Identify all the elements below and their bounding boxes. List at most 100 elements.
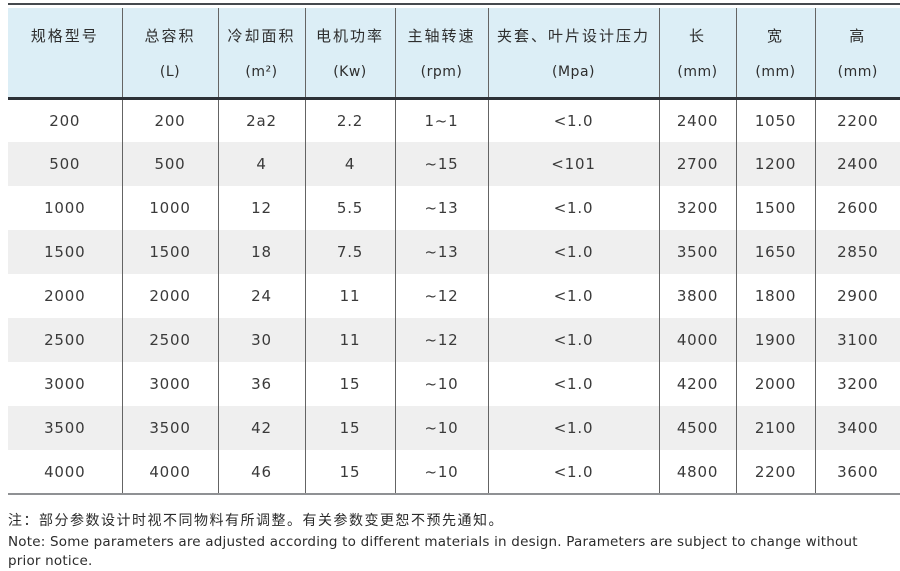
spec-table-container: 规格型号总容积 (L)冷却面积 (m²)电机功率 (Kw)主轴转速(rpm)夹套、叶片… (8, 3, 900, 495)
table-cell: 30 (218, 318, 305, 362)
column-header: 冷却面积 (m²) (218, 8, 305, 98)
column-header-label: 夹套、叶片设计压力 (489, 26, 659, 46)
table-cell: 500 (122, 142, 218, 186)
note-english: Note: Some parameters are adjusted accor… (8, 533, 888, 571)
table-cell: 2400 (815, 142, 900, 186)
table-cell: 4 (218, 142, 305, 186)
column-header-label: 冷却面积 (219, 26, 305, 46)
table-cell: 200 (122, 98, 218, 142)
table-cell: 1200 (736, 142, 815, 186)
table-cell: <1.0 (488, 406, 659, 450)
table-cell: ~10 (395, 450, 488, 494)
table-cell: 3000 (122, 362, 218, 406)
table-cell: 2200 (815, 98, 900, 142)
table-cell: 1900 (736, 318, 815, 362)
table-cell: 4 (305, 142, 395, 186)
table-header: 规格型号总容积 (L)冷却面积 (m²)电机功率 (Kw)主轴转速(rpm)夹套、叶片… (8, 8, 900, 98)
table-cell: 1500 (8, 230, 122, 274)
column-header-label: 宽 (737, 26, 815, 46)
table-cell: 11 (305, 274, 395, 318)
table-cell: <1.0 (488, 362, 659, 406)
column-header: 长 (mm) (659, 8, 736, 98)
table-cell: 2700 (659, 142, 736, 186)
column-header-unit: (mm) (660, 62, 736, 82)
column-header-label: 长 (660, 26, 736, 46)
table-cell: <101 (488, 142, 659, 186)
table-cell: 2200 (736, 450, 815, 494)
table-cell: 4000 (122, 450, 218, 494)
column-header: 总容积 (L) (122, 8, 218, 98)
table-cell: 1500 (736, 186, 815, 230)
table-cell: ~10 (395, 406, 488, 450)
table-cell: 2100 (736, 406, 815, 450)
column-header-unit: (mm) (816, 62, 900, 82)
column-header-unit: (Mpa) (489, 62, 659, 82)
table-cell: 3800 (659, 274, 736, 318)
note-chinese: 注：部分参数设计时视不同物料有所调整。有关参数变更恕不预先通知。 (8, 511, 888, 531)
column-header-label: 电机功率 (306, 26, 395, 46)
table-cell: ~15 (395, 142, 488, 186)
table-cell: 2900 (815, 274, 900, 318)
column-header-unit: (m²) (219, 62, 305, 82)
table-cell: 1050 (736, 98, 815, 142)
column-header: 高(mm) (815, 8, 900, 98)
column-header-unit: (L) (123, 62, 218, 82)
table-cell: 3200 (815, 362, 900, 406)
table-cell: 2600 (815, 186, 900, 230)
table-cell: 15 (305, 362, 395, 406)
column-header-label: 规格型号 (8, 26, 122, 46)
table-cell: <1.0 (488, 98, 659, 142)
table-cell: 2500 (122, 318, 218, 362)
column-header: 主轴转速(rpm) (395, 8, 488, 98)
table-cell: <1.0 (488, 230, 659, 274)
table-cell: 4800 (659, 450, 736, 494)
table-cell: 3400 (815, 406, 900, 450)
table-cell: 24 (218, 274, 305, 318)
column-header: 夹套、叶片设计压力 (Mpa) (488, 8, 659, 98)
header-row: 规格型号总容积 (L)冷却面积 (m²)电机功率 (Kw)主轴转速(rpm)夹套、叶片… (8, 8, 900, 98)
table-cell: 42 (218, 406, 305, 450)
table-cell: 1000 (122, 186, 218, 230)
table-cell: 1000 (8, 186, 122, 230)
column-header: 规格型号 (8, 8, 122, 98)
table-cell: 36 (218, 362, 305, 406)
table-cell: 7.5 (305, 230, 395, 274)
table-cell: 4500 (659, 406, 736, 450)
table-cell: 3500 (8, 406, 122, 450)
footnotes: 注：部分参数设计时视不同物料有所调整。有关参数变更恕不预先通知。 Note: S… (8, 511, 888, 571)
table-cell: 200 (8, 98, 122, 142)
column-header-label: 总容积 (123, 26, 218, 46)
table-cell: 3500 (659, 230, 736, 274)
table-cell: <1.0 (488, 318, 659, 362)
column-header-unit: (rpm) (396, 62, 488, 82)
table-cell: 4200 (659, 362, 736, 406)
table-cell: 2850 (815, 230, 900, 274)
table-cell: 3100 (815, 318, 900, 362)
table-cell: 18 (218, 230, 305, 274)
table-cell: 2000 (736, 362, 815, 406)
table-cell: 500 (8, 142, 122, 186)
column-header-unit: (Kw) (306, 62, 395, 82)
table-cell: 1~1 (395, 98, 488, 142)
table-cell: 3000 (8, 362, 122, 406)
table-cell: 2500 (8, 318, 122, 362)
table-cell: 4000 (8, 450, 122, 494)
table-cell: 11 (305, 318, 395, 362)
table-cell: 3200 (659, 186, 736, 230)
table-cell: <1.0 (488, 450, 659, 494)
table-cell: ~12 (395, 318, 488, 362)
table-cell: 15 (305, 406, 395, 450)
spec-table: 规格型号总容积 (L)冷却面积 (m²)电机功率 (Kw)主轴转速(rpm)夹套、叶片… (8, 8, 900, 495)
column-header: 宽(mm) (736, 8, 815, 98)
table-cell: 12 (218, 186, 305, 230)
table-cell: <1.0 (488, 274, 659, 318)
table-cell: 5.5 (305, 186, 395, 230)
